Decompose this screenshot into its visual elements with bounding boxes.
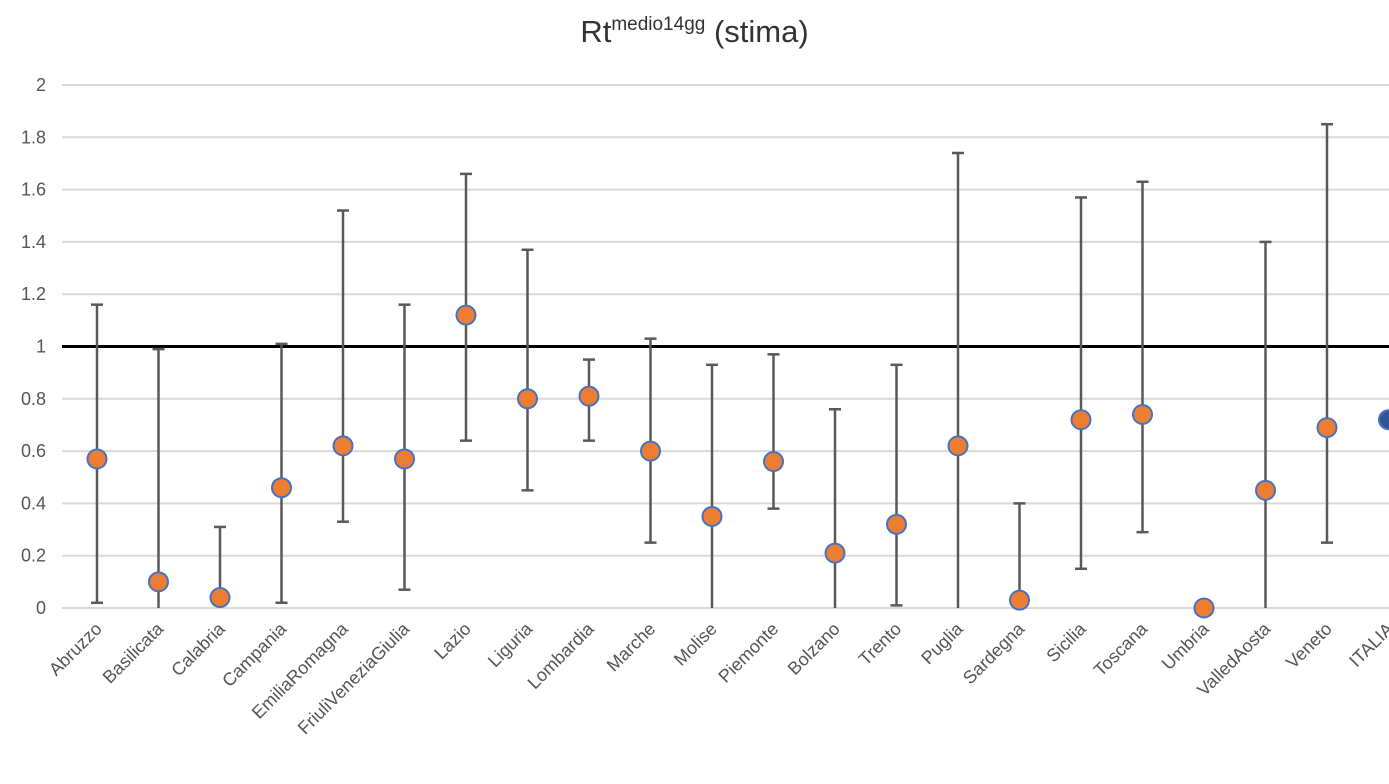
x-category-label: Lazio <box>430 619 475 664</box>
x-category-label: ITALIA <box>1345 619 1389 671</box>
y-tick-label: 0 <box>36 598 46 618</box>
error-bar <box>1321 122 1333 544</box>
data-point <box>763 451 784 473</box>
chart-title-main: Rt <box>580 14 612 49</box>
data-point <box>1193 597 1215 619</box>
data-point <box>640 440 661 462</box>
error-bar <box>952 151 964 608</box>
x-category-label: Sardegna <box>959 618 1029 688</box>
chart-title: Rtmedio14gg (stima) <box>0 14 1389 50</box>
error-bar <box>275 342 288 605</box>
x-category-label: Molise <box>670 619 721 670</box>
data-point <box>1009 589 1030 611</box>
data-point <box>578 385 600 407</box>
error-bar <box>829 408 841 608</box>
x-category-label: Toscana <box>1090 618 1152 680</box>
x-category-label: Piemonte <box>714 619 782 687</box>
chart-title-suffix: (stima) <box>705 14 809 49</box>
y-tick-label: 2 <box>36 75 46 95</box>
chart-title-superscript: medio14gg <box>611 14 706 35</box>
error-bar <box>1259 240 1272 608</box>
data-point <box>209 587 231 609</box>
error-bar <box>521 248 534 492</box>
x-category-label: Lombardia <box>524 618 599 693</box>
y-tick-label: 0.6 <box>21 441 46 461</box>
error-bar <box>767 353 780 510</box>
y-axis-tick-labels: 0 0.2 0.4 0.6 0.8 1 1.2 1.4 1.6 1.8 2 <box>21 75 46 618</box>
data-point <box>824 542 846 564</box>
x-category-label: FriuliVeneziaGiulia <box>294 618 414 738</box>
x-category-label: Marche <box>603 619 660 676</box>
error-bar <box>706 363 718 608</box>
error-bar <box>398 303 411 591</box>
data-point <box>947 435 969 457</box>
x-category-label: Basilicata <box>99 618 168 687</box>
x-category-label: Calabria <box>167 618 229 680</box>
y-tick-label: 1.2 <box>21 284 46 304</box>
error-bar <box>337 209 349 523</box>
data-point <box>271 477 292 499</box>
data-point <box>148 571 169 593</box>
error-bar <box>890 363 903 607</box>
y-tick-label: 1.4 <box>21 232 46 252</box>
x-category-label: Umbria <box>1158 618 1214 674</box>
y-tick-label: 1.6 <box>21 180 46 200</box>
y-tick-label: 0.8 <box>21 389 46 409</box>
y-tick-label: 0.2 <box>21 546 46 566</box>
x-category-label: Puglia <box>917 618 967 668</box>
error-bars <box>91 122 1333 608</box>
error-bar <box>1136 180 1149 534</box>
data-point <box>1255 479 1276 501</box>
data-point <box>1132 403 1153 425</box>
error-bar <box>152 347 165 608</box>
data-point <box>517 388 538 410</box>
x-category-label: Bolzano <box>784 619 844 679</box>
data-point <box>455 304 477 326</box>
data-point <box>701 505 723 527</box>
error-bar <box>1075 196 1087 571</box>
x-category-label: Abruzzo <box>45 619 106 680</box>
data-point <box>1378 409 1389 431</box>
x-category-label: Sicilia <box>1042 618 1090 666</box>
data-point <box>1070 409 1092 431</box>
y-tick-label: 1 <box>36 337 46 357</box>
data-point <box>86 448 108 470</box>
x-category-label: Veneto <box>1282 619 1336 673</box>
y-tick-label: 0.4 <box>21 493 46 513</box>
data-point <box>332 435 354 457</box>
x-category-label: Liguria <box>484 618 537 671</box>
data-point <box>1316 417 1338 439</box>
x-category-label: Trento <box>855 619 905 669</box>
data-point <box>886 513 907 535</box>
data-point <box>394 448 415 470</box>
y-tick-label: 1.8 <box>21 127 46 147</box>
